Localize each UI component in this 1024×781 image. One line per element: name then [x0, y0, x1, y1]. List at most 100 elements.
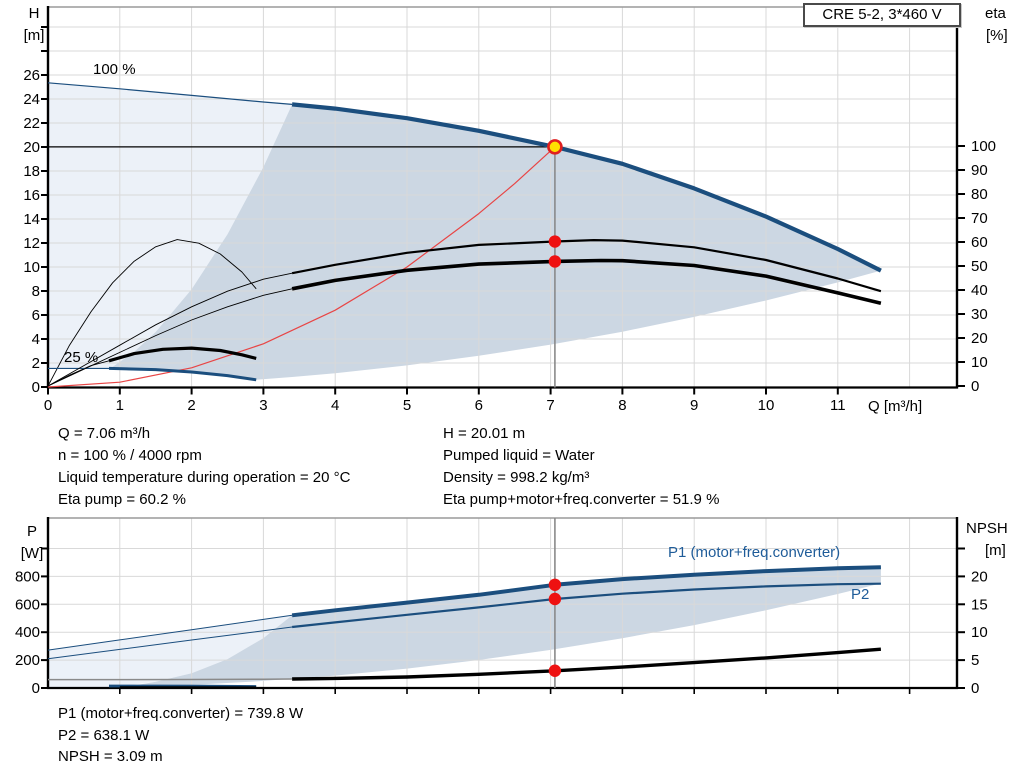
- eta-pump-100pct-curve: [291, 239, 882, 293]
- eta-pump-25pct-curve: [47, 239, 257, 387]
- p-axis-name: P: [26, 523, 37, 540]
- npsh-curve-thin: [48, 678, 293, 681]
- eta-axis-name: eta: [985, 5, 1006, 22]
- p-tick-label: 600: [15, 596, 40, 613]
- p1-curve-label: P1 (motor+freq.converter): [668, 544, 841, 561]
- npsh-axis-unit: [m]: [985, 542, 1006, 559]
- bottom-tick-group: 0 200 400 600 800 0 5 10 15 20: [15, 547, 988, 697]
- h-tick-label: 12: [23, 235, 40, 252]
- h-tick-label: 2: [32, 355, 40, 372]
- p-tick-label: 400: [15, 624, 40, 641]
- duty-point-dot: [548, 578, 562, 591]
- duty-point-dot: [548, 255, 562, 268]
- duty-point-dot: [548, 592, 562, 606]
- npsh-tick-label: 10: [971, 624, 988, 641]
- h-tick-label: 6: [32, 307, 40, 324]
- h-axis-unit: [m]: [23, 27, 45, 44]
- q-tick-label: 8: [618, 397, 626, 414]
- eta-total-100pct-curve: [291, 258, 882, 305]
- info-eta-total: Eta pump+motor+freq.converter = 51.9 %: [443, 491, 720, 508]
- h-tick-label: 4: [32, 331, 40, 348]
- h-tick-label: 16: [23, 187, 40, 204]
- info-pumped-liquid: Pumped liquid = Water: [443, 447, 595, 464]
- eta-tick-label: 100: [971, 138, 996, 155]
- p2-curve: [291, 582, 881, 629]
- power-npsh-chart[interactable]: 0 200 400 600 800 0 5 10 15 20: [0, 515, 1024, 781]
- p-tick-label: 800: [15, 568, 40, 585]
- head-25pct-curve: [108, 366, 257, 382]
- p1-25pct-curve: [109, 684, 257, 688]
- h-tick-label: 22: [23, 115, 40, 132]
- npsh-tick-label: 20: [971, 568, 988, 585]
- p2-curve-thin: [47, 626, 293, 660]
- eta-tick-label: 50: [971, 258, 988, 275]
- info-eta-pump: Eta pump = 60.2 %: [58, 491, 186, 508]
- top-tick-group: 0246810121416182022242601020304050607080…: [23, 26, 996, 414]
- h-tick-label: 18: [23, 163, 40, 180]
- eta-tick-label: 40: [971, 282, 988, 299]
- q-tick-label: 11: [830, 397, 846, 414]
- info-density: Density = 998.2 kg/m³: [443, 469, 590, 486]
- duty-point-dot: [548, 235, 562, 248]
- h-tick-label: 14: [23, 211, 40, 228]
- q-tick-label: 0: [44, 397, 52, 414]
- info-h: H = 20.01 m: [443, 425, 526, 442]
- p1-curve-thin: [47, 614, 293, 651]
- p-tick-label: 0: [32, 680, 40, 697]
- power-envelope-dark: [119, 567, 881, 688]
- head-100pct-curve-thin: [47, 82, 293, 105]
- head-100pct-curve: [291, 102, 882, 273]
- npsh-tick-label: 15: [971, 596, 988, 613]
- info-speed: n = 100 % / 4000 rpm: [58, 447, 202, 464]
- q-tick-label: 10: [758, 397, 775, 414]
- eta-total-100pct-curve-thin: [47, 288, 293, 387]
- h-tick-label: 24: [23, 91, 40, 108]
- h-axis-name: H: [28, 5, 40, 22]
- duty-point-dot: [548, 664, 562, 677]
- speed-range-pale: [48, 82, 293, 370]
- top-gridlines: [48, 7, 957, 388]
- q-tick-label: 5: [403, 397, 411, 414]
- eta-tick-label: 20: [971, 330, 988, 347]
- info-p1: P1 (motor+freq.converter) = 739.8 W: [58, 705, 304, 722]
- h-tick-label: 0: [32, 379, 40, 396]
- h-tick-label: 8: [32, 283, 40, 300]
- p-axis-unit: [W]: [20, 545, 44, 562]
- npsh-curve: [292, 647, 882, 681]
- speed-25-label: 25 %: [64, 349, 99, 366]
- info-p2: P2 = 638.1 W: [58, 727, 150, 744]
- speed-100-label: 100 %: [93, 61, 136, 78]
- npsh-tick-label: 5: [971, 652, 979, 669]
- eta-tick-label: 30: [971, 306, 988, 323]
- p-tick-label: 200: [15, 652, 40, 669]
- npsh-tick-label: 0: [971, 680, 979, 697]
- eta-axis-unit: [%]: [986, 27, 1008, 44]
- q-tick-label: 4: [331, 397, 339, 414]
- q-tick-label: 3: [259, 397, 267, 414]
- power-range-pale: [48, 615, 293, 688]
- q-axis-label: Q [m³/h]: [868, 398, 923, 415]
- q-tick-label: 7: [546, 397, 554, 414]
- system-curve-curve: [47, 146, 556, 388]
- eta-tick-label: 0: [971, 378, 979, 395]
- q-tick-label: 6: [475, 397, 483, 414]
- operating-envelope-dark: [109, 104, 881, 380]
- p1-curve: [291, 565, 881, 618]
- h-tick-label: 10: [23, 259, 40, 276]
- eta-tick-label: 70: [971, 210, 988, 227]
- eta-tick-label: 60: [971, 234, 988, 251]
- eta-tick-label: 10: [971, 354, 988, 371]
- info-npsh: NPSH = 3.09 m: [58, 748, 163, 765]
- npsh-axis-name: NPSH: [966, 520, 1008, 537]
- q-tick-label: 1: [116, 397, 124, 414]
- eta-pump-100pct-curve-thin: [47, 272, 293, 387]
- info-liquid-temp: Liquid temperature during operation = 20…: [58, 469, 351, 486]
- h-tick-label: 20: [23, 139, 40, 156]
- h-tick-label: 26: [23, 67, 40, 84]
- eta-total-25pct-curve: [108, 346, 257, 363]
- h-q-chart[interactable]: 0246810121416182022242601020304050607080…: [0, 0, 1024, 418]
- operating-point-marker: [547, 139, 563, 155]
- q-tick-label: 2: [187, 397, 195, 414]
- p2-curve-label: P2: [851, 586, 870, 603]
